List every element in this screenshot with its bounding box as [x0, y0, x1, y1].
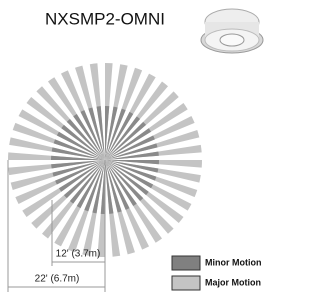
minor-motion-wedge: [105, 160, 149, 195]
dimension-label: 12' (3.7m): [56, 249, 101, 260]
minor-motion-wedge: [51, 156, 105, 160]
minor-motion-wedge: [70, 160, 105, 204]
diagram: NXSMP2-OMNI 12' (3.7m) 22' (6.7m) Minor …: [0, 0, 275, 297]
minor-motion-wedge: [105, 106, 109, 160]
title: NXSMP2-OMNI: [45, 9, 165, 28]
minor-motion-wedge: [105, 116, 140, 160]
legend-label: Minor Motion: [205, 257, 261, 267]
minor-motion-wedge: [101, 160, 105, 214]
minor-motion-wedge: [61, 125, 105, 160]
legend-swatch: [172, 276, 200, 290]
sensor-image: [201, 9, 263, 53]
legend-swatch: [172, 256, 200, 270]
legend-label: Major Motion: [205, 277, 261, 287]
dimension-label: 22' (6.7m): [35, 274, 80, 285]
sensor-lens: [220, 34, 244, 46]
minor-motion-wedge: [105, 160, 159, 164]
